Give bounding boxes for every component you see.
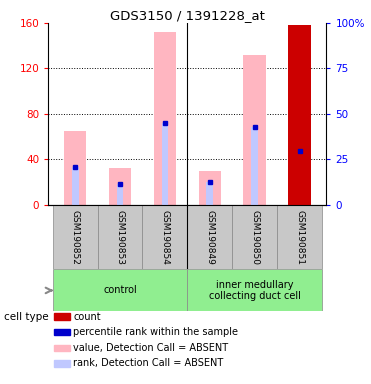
Bar xyxy=(72,167,79,205)
Bar xyxy=(54,360,70,367)
Text: percentile rank within the sample: percentile rank within the sample xyxy=(73,327,238,337)
Bar xyxy=(198,170,221,205)
Bar xyxy=(296,151,303,205)
Bar xyxy=(288,25,311,205)
Text: value, Detection Call = ABSENT: value, Detection Call = ABSENT xyxy=(73,343,229,353)
Bar xyxy=(288,25,311,205)
Bar xyxy=(206,182,213,205)
Text: GSM190853: GSM190853 xyxy=(115,210,125,265)
Bar xyxy=(54,329,70,336)
FancyBboxPatch shape xyxy=(142,205,187,269)
FancyBboxPatch shape xyxy=(232,205,277,269)
Title: GDS3150 / 1391228_at: GDS3150 / 1391228_at xyxy=(110,9,265,22)
Bar xyxy=(64,131,86,205)
Text: count: count xyxy=(73,312,101,322)
Bar xyxy=(116,184,124,205)
Text: GSM190849: GSM190849 xyxy=(205,210,214,265)
FancyBboxPatch shape xyxy=(98,205,142,269)
Bar xyxy=(54,344,70,351)
Bar xyxy=(251,127,258,205)
Text: cell type: cell type xyxy=(4,312,48,322)
Bar xyxy=(109,168,131,205)
Text: rank, Detection Call = ABSENT: rank, Detection Call = ABSENT xyxy=(73,358,223,368)
FancyBboxPatch shape xyxy=(187,269,322,311)
Bar xyxy=(243,55,266,205)
Text: GSM190850: GSM190850 xyxy=(250,210,259,265)
Text: GSM190852: GSM190852 xyxy=(70,210,80,265)
Bar xyxy=(161,123,168,205)
Text: inner medullary
collecting duct cell: inner medullary collecting duct cell xyxy=(209,280,301,301)
Text: GSM190854: GSM190854 xyxy=(160,210,170,265)
Bar xyxy=(154,32,176,205)
Text: GSM190851: GSM190851 xyxy=(295,210,304,265)
FancyBboxPatch shape xyxy=(53,269,187,311)
FancyBboxPatch shape xyxy=(277,205,322,269)
FancyBboxPatch shape xyxy=(187,205,232,269)
FancyBboxPatch shape xyxy=(53,205,98,269)
Text: control: control xyxy=(103,285,137,295)
Bar xyxy=(54,313,70,320)
